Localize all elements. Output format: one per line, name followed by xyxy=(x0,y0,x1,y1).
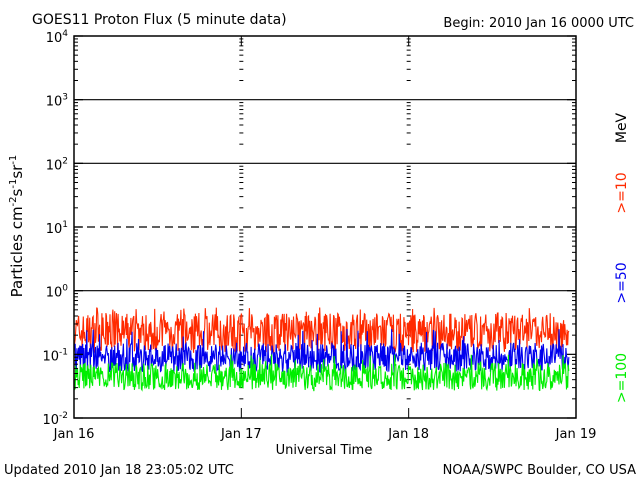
y-tick-label: 10-1 xyxy=(42,347,68,364)
credit-label: NOAA/SWPC Boulder, CO USA xyxy=(443,463,636,478)
y-axis-label-unit-sr: sr xyxy=(8,164,26,179)
x-axis-label: Universal Time xyxy=(276,443,373,458)
x-tick-label: Jan 18 xyxy=(387,427,429,442)
y-axis-label-unit-s: s xyxy=(8,188,26,196)
y-axis-label-exp-2: -1 xyxy=(8,179,19,189)
series-line-2 xyxy=(73,354,570,392)
y-tick-label: 10-2 xyxy=(42,411,68,428)
updated-timestamp: Updated 2010 Jan 18 23:05:02 UTC xyxy=(4,463,234,478)
plot-area xyxy=(74,36,576,418)
series-line-1 xyxy=(73,328,570,374)
y-axis-label-main: Particles cm xyxy=(8,206,26,297)
legend-series-gt100: >=100 xyxy=(614,353,630,403)
y-tick-label: 103 xyxy=(46,93,68,110)
x-tick-label: Jan 17 xyxy=(220,427,262,442)
y-axis-label-exp-1: -2 xyxy=(8,196,19,206)
y-axis-label-exp-3: -1 xyxy=(8,155,19,165)
legend-unit: MeV xyxy=(614,112,630,143)
y-tick-label: 104 xyxy=(46,29,69,46)
y-tick-label: 102 xyxy=(46,156,68,173)
legend-series-gt10: >=10 xyxy=(614,172,630,213)
x-tick-label: Jan 16 xyxy=(53,427,95,442)
chart-title: GOES11 Proton Flux (5 minute data) xyxy=(32,12,287,28)
legend-series-gt50: >=50 xyxy=(614,262,630,303)
y-tick-label: 101 xyxy=(46,220,68,237)
y-axis-label: Particles cm-2s-1sr-1 xyxy=(8,155,26,298)
y-tick-label: 100 xyxy=(46,284,69,301)
x-tick-label: Jan 19 xyxy=(555,427,597,442)
plot-frame: 10-2 10-1 100 101 102 103 104 Jan 16 Jan 17 Jan 1… xyxy=(42,29,596,442)
begin-label: Begin: 2010 Jan 16 0000 UTC xyxy=(443,16,634,31)
series-layer xyxy=(73,307,570,392)
